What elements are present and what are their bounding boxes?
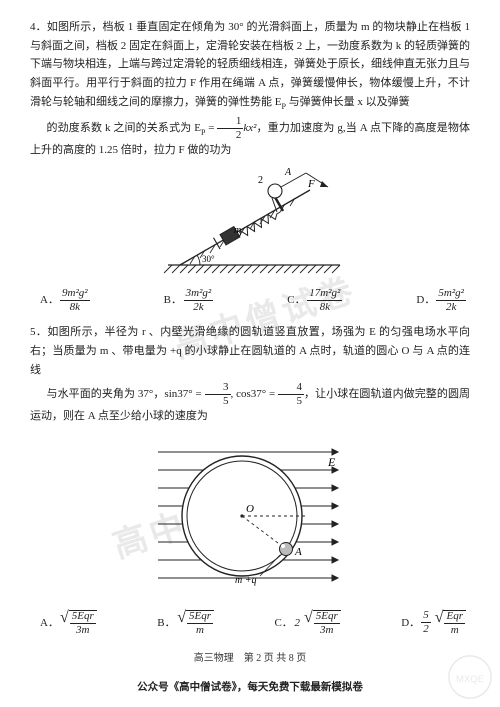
q4-B-label: B． [164,291,180,310]
svg-text:A: A [284,167,292,178]
q4-C-label: C． [287,291,303,310]
q4-sub2: P [201,128,205,137]
q5-number: 5． [30,326,47,338]
q5-C-label: C． [274,614,290,633]
svg-text:m +q: m +q [235,575,256,586]
promo-footer: 公众号《高中僧试卷》，每天免费下载最新模拟卷 [0,679,500,697]
svg-text:2: 2 [258,175,263,186]
q4-option-C: C． 17m²g²8k [287,288,342,313]
question-4: 4．如图所示，档板 1 垂直固定在倾角为 30° 的光滑斜面上，质量为 m 的物… [30,18,470,313]
q5-body2b: , cos37° = [231,388,278,400]
q4-body2a: 的劲度系数 k 之间的关系式为 E [47,122,201,134]
q5-C-coef: 2 [294,614,300,633]
page-content: 4．如图所示，档板 1 垂直固定在倾角为 30° 的光滑斜面上，质量为 m 的物… [30,18,470,636]
svg-text:F: F [307,178,315,190]
q5-diagram: E O A m +q [30,432,470,602]
q5-option-D: D． 52 √Eqrm [401,610,466,636]
q4-kx2: kx² [243,122,256,134]
q4-options: A． 9m²g²8k B． 3m²g²2k C． 17m²g²8k D． 5m²… [40,288,466,313]
q5-para1: 5．如图所示，半径为 r 、内壁光滑绝缘的圆轨道竖直放置，场强为 E 的匀强电场… [30,323,470,379]
q4-number: 4． [30,21,47,33]
q5-frac45: 45 [278,382,304,407]
q5-frac35: 35 [205,382,231,407]
q5-option-A: A． √5Eqr3m [40,610,97,636]
svg-text:O: O [246,503,254,515]
q5-option-C: C． 2 √5Eqr3m [274,610,340,636]
q5-body2a: 与水平面的夹角为 37°，sin37° = [47,388,205,400]
svg-text:A: A [294,546,302,558]
q4-para1: 4．如图所示，档板 1 垂直固定在倾角为 30° 的光滑斜面上，质量为 m 的物… [30,18,470,113]
q4-option-D: D． 5m²g²2k [416,288,466,313]
q4-sub1: P [281,102,285,111]
q4-para2: 的劲度系数 k 之间的关系式为 EP = 12kx²，重力加速度为 g,当 A … [30,116,470,160]
q4-A-label: A． [40,291,56,310]
q5-D-label: D． [401,614,417,633]
q5-B-label: B． [157,614,173,633]
q4-option-B: B． 3m²g²2k [164,288,214,313]
svg-text:E: E [327,455,336,469]
q5-option-B: B． √5Eqrm [157,610,214,636]
page-footer: 高三物理 第 2 页 共 8 页 [0,650,500,667]
q4-body1b: 与弹簧伸长量 x 以及弹簧 [286,96,410,108]
q5-body1: 如图所示，半径为 r 、内壁光滑绝缘的圆轨道竖直放置，场强为 E 的匀强电场水平… [30,326,470,375]
q5-A-label: A． [40,614,56,633]
q4-frac-half: 12 [217,116,243,141]
q4-body1: 如图所示，档板 1 垂直固定在倾角为 30° 的光滑斜面上，质量为 m 的物块静… [30,21,470,108]
svg-text:30°: 30° [202,254,215,264]
q4-D-label: D． [416,291,432,310]
q5-options: A． √5Eqr3m B． √5Eqrm C． 2 √5Eqr3m D． 52 … [40,610,466,636]
svg-text:MXQE: MXQE [456,674,484,685]
q5-para2: 与水平面的夹角为 37°，sin37° = 35, cos37° = 45，让小… [30,382,470,426]
q4-diagram: 30° m 2 [30,165,470,280]
corner-watermark-icon: MXQE [446,653,494,701]
q4-option-A: A． 9m²g²8k [40,288,90,313]
q4-eq: = [205,122,217,134]
question-5: 5．如图所示，半径为 r 、内壁光滑绝缘的圆轨道竖直放置，场强为 E 的匀强电场… [30,323,470,636]
